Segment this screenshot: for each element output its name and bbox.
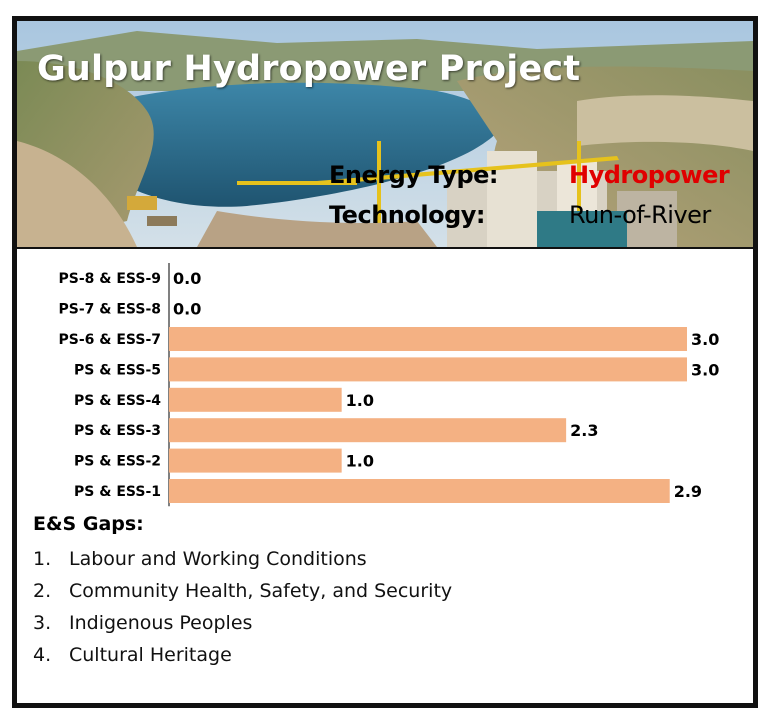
technology-value: Run-of-River bbox=[569, 201, 711, 229]
bar bbox=[169, 357, 687, 382]
gap-item: 1. Labour and Working Conditions bbox=[33, 543, 452, 575]
gap-item-number: 1. bbox=[33, 548, 52, 570]
value-label: 0.0 bbox=[173, 300, 201, 319]
value-label: 3.0 bbox=[691, 330, 719, 349]
category-label: PS & ESS-3 bbox=[74, 423, 161, 439]
bars-group: PS-8 & ESS-9 0.0 PS-7 & ESS-8 0.0 PS-6 & ESS… bbox=[58, 269, 719, 503]
page-title: Gulpur Hydropower Project bbox=[37, 49, 581, 89]
gap-item-number: 3. bbox=[33, 612, 52, 634]
gaps-list: 1. Labour and Working Conditions 2. Commun… bbox=[33, 543, 452, 671]
bar bbox=[169, 479, 670, 503]
value-label: 3.0 bbox=[691, 360, 719, 379]
bar bbox=[169, 387, 342, 412]
gap-item-number: 2. bbox=[33, 580, 52, 602]
gap-item-text: Cultural Heritage bbox=[69, 644, 232, 666]
value-label: 2.9 bbox=[674, 482, 702, 501]
energy-type-label: Energy Type: bbox=[329, 161, 499, 189]
category-label: PS-6 & ESS-7 bbox=[58, 332, 161, 348]
gap-item: 2. Community Health, Safety, and Security bbox=[33, 575, 452, 607]
project-card: Gulpur Hydropower Project Energy Type: H… bbox=[12, 16, 758, 708]
category-label: PS & ESS-5 bbox=[74, 362, 161, 378]
category-label: PS & ESS-4 bbox=[74, 393, 161, 409]
dam-landscape-photo bbox=[17, 21, 753, 247]
gap-item: 3. Indigenous Peoples bbox=[33, 607, 452, 639]
energy-type-value: Hydropower bbox=[569, 161, 730, 189]
gap-score-bar-chart: PS-8 & ESS-9 0.0 PS-7 & ESS-8 0.0 PS-6 & ESS… bbox=[58, 263, 719, 507]
category-label: PS & ESS-1 bbox=[74, 484, 161, 500]
technology-label: Technology: bbox=[329, 201, 485, 229]
gap-item: 4. Cultural Heritage bbox=[33, 639, 452, 671]
gap-item-text: Community Health, Safety, and Security bbox=[69, 580, 453, 602]
gaps-heading: E&S Gaps: bbox=[33, 513, 144, 535]
category-label: PS & ESS-2 bbox=[74, 454, 161, 470]
gap-item-number: 4. bbox=[33, 644, 52, 666]
bar bbox=[169, 418, 567, 443]
value-label: 0.0 bbox=[173, 269, 201, 288]
bar bbox=[169, 327, 687, 351]
value-label: 1.0 bbox=[346, 391, 374, 410]
category-label: PS-8 & ESS-9 bbox=[58, 271, 161, 287]
gap-item-text: Indigenous Peoples bbox=[69, 612, 253, 634]
value-label: 2.3 bbox=[570, 421, 598, 440]
bar bbox=[169, 448, 342, 473]
gap-item-text: Labour and Working Conditions bbox=[69, 548, 367, 570]
category-label: PS-7 & ESS-8 bbox=[58, 302, 161, 318]
value-label: 1.0 bbox=[346, 452, 374, 471]
hero-photo: Gulpur Hydropower Project Energy Type: H… bbox=[17, 21, 753, 249]
